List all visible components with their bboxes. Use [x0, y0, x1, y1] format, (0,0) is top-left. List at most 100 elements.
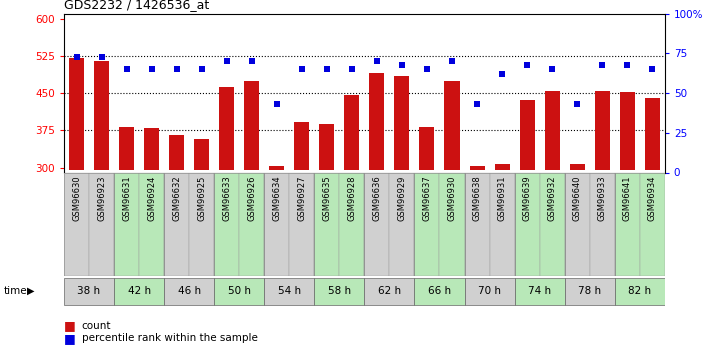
Point	[547, 67, 558, 72]
Bar	[94, 61, 109, 170]
Text: ■: ■	[64, 332, 76, 345]
Bar	[245, 81, 260, 170]
Point	[572, 101, 583, 107]
Bar	[520, 100, 535, 170]
Point	[597, 62, 608, 67]
Text: GSM96924: GSM96924	[147, 176, 156, 221]
Text: GSM96636: GSM96636	[373, 176, 381, 221]
Text: GSM96931: GSM96931	[498, 176, 506, 221]
Text: GSM96637: GSM96637	[422, 176, 432, 221]
Text: GDS2232 / 1426536_at: GDS2232 / 1426536_at	[64, 0, 209, 11]
Point	[521, 62, 533, 67]
Point	[471, 101, 483, 107]
Bar	[314, 277, 365, 305]
Text: 50 h: 50 h	[228, 286, 251, 296]
Text: GSM96640: GSM96640	[572, 176, 582, 221]
Bar	[540, 172, 565, 276]
Bar	[214, 172, 264, 276]
Bar	[419, 127, 434, 170]
Bar	[114, 172, 164, 276]
Point	[296, 67, 307, 72]
Point	[271, 101, 282, 107]
Bar	[169, 135, 184, 170]
Point	[96, 54, 107, 59]
Bar	[645, 98, 660, 170]
Bar	[444, 81, 459, 170]
Bar	[415, 172, 439, 276]
Bar	[365, 172, 390, 276]
Point	[71, 54, 82, 59]
Bar	[615, 277, 665, 305]
Point	[246, 59, 257, 64]
Text: 58 h: 58 h	[328, 286, 351, 296]
Text: ▶: ▶	[27, 286, 35, 296]
Text: 54 h: 54 h	[278, 286, 301, 296]
Bar	[365, 277, 415, 305]
Bar	[294, 122, 309, 170]
Point	[196, 67, 208, 72]
Point	[646, 67, 658, 72]
Bar	[164, 172, 214, 276]
Text: GSM96639: GSM96639	[523, 176, 532, 221]
Bar	[615, 172, 640, 276]
Point	[221, 59, 232, 64]
Bar	[594, 91, 610, 170]
Point	[496, 71, 508, 77]
Text: GSM96927: GSM96927	[297, 176, 306, 221]
Point	[447, 59, 458, 64]
Bar	[490, 172, 515, 276]
Bar	[615, 172, 665, 276]
Bar	[269, 166, 284, 170]
Bar	[114, 172, 139, 276]
Text: GSM96923: GSM96923	[97, 176, 106, 221]
Text: GSM96641: GSM96641	[623, 176, 632, 221]
Bar	[515, 277, 565, 305]
Bar	[565, 277, 615, 305]
Text: 78 h: 78 h	[578, 286, 602, 296]
Bar	[469, 166, 485, 170]
Bar	[365, 172, 415, 276]
Bar	[565, 172, 615, 276]
Bar	[415, 172, 464, 276]
Text: GSM96633: GSM96633	[223, 176, 231, 221]
Bar	[264, 277, 314, 305]
Bar	[314, 172, 339, 276]
Point	[121, 67, 132, 72]
Text: GSM96630: GSM96630	[72, 176, 81, 221]
Text: time: time	[4, 286, 27, 296]
Text: GSM96632: GSM96632	[172, 176, 181, 221]
Text: GSM96930: GSM96930	[447, 176, 456, 221]
Bar	[495, 164, 510, 170]
Point	[146, 67, 157, 72]
Bar	[319, 124, 334, 170]
Text: ■: ■	[64, 319, 76, 333]
Point	[346, 67, 358, 72]
Text: GSM96934: GSM96934	[648, 176, 657, 221]
Bar	[314, 172, 365, 276]
Bar	[390, 172, 415, 276]
Point	[371, 59, 383, 64]
Text: 70 h: 70 h	[478, 286, 501, 296]
Text: 62 h: 62 h	[378, 286, 401, 296]
Text: GSM96928: GSM96928	[348, 176, 356, 221]
Bar	[189, 172, 214, 276]
Bar	[515, 172, 565, 276]
Text: 74 h: 74 h	[528, 286, 551, 296]
Text: percentile rank within the sample: percentile rank within the sample	[82, 333, 257, 343]
Bar	[515, 172, 540, 276]
Bar	[464, 172, 490, 276]
Bar	[545, 91, 560, 170]
Bar	[194, 139, 209, 170]
Text: GSM96932: GSM96932	[547, 176, 557, 221]
Bar	[589, 172, 615, 276]
Point	[171, 67, 182, 72]
Text: GSM96638: GSM96638	[473, 176, 481, 221]
Bar	[64, 172, 89, 276]
Bar	[64, 172, 114, 276]
Text: 42 h: 42 h	[127, 286, 151, 296]
Bar	[620, 92, 635, 170]
Point	[621, 62, 633, 67]
Bar	[264, 172, 289, 276]
Bar	[344, 95, 359, 170]
Bar	[395, 76, 410, 170]
